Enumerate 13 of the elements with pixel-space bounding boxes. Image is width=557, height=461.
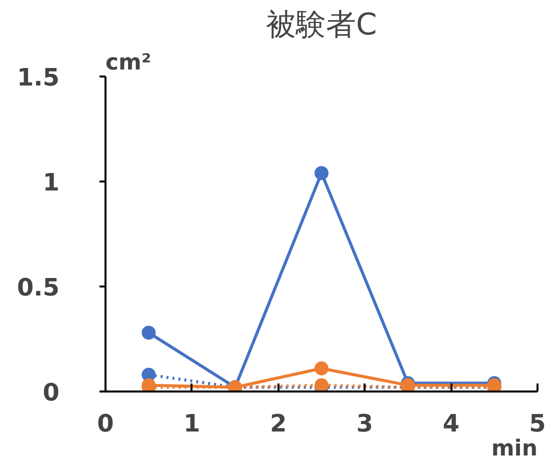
y-axis-title: cm² <box>106 50 152 76</box>
x-tick-label: 0 <box>97 410 114 438</box>
y-tick-label: 0 <box>42 378 60 406</box>
y-tick-label: 0.5 <box>16 274 60 302</box>
y-tick-label: 1.5 <box>16 64 60 92</box>
y-tick-label: 1 <box>42 168 60 196</box>
x-tick-label: 5 <box>529 410 546 438</box>
x-tick-label: 3 <box>356 410 374 438</box>
x-tick-label: 4 <box>442 410 460 438</box>
x-tick-label: 2 <box>270 410 287 438</box>
x-axis-title: min <box>491 436 538 461</box>
chart-title: 被験者C <box>266 8 377 42</box>
x-tick-label: 1 <box>184 410 200 438</box>
